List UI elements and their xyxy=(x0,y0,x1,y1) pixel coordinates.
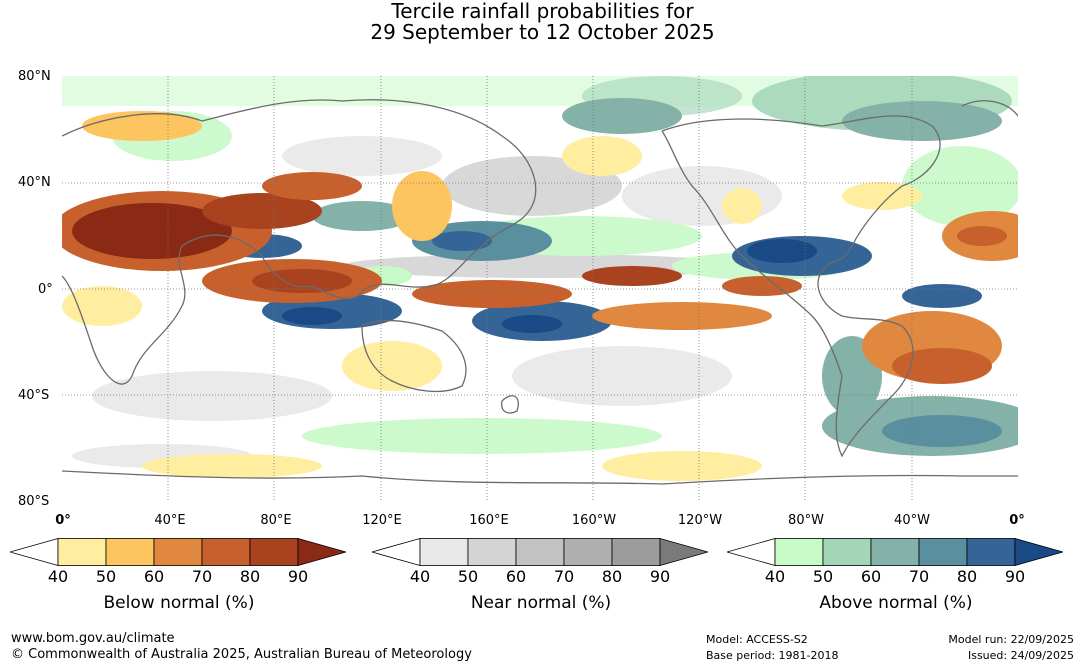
colorbar-tick-label: 40 xyxy=(47,567,69,586)
colorbar-tick-label: 40 xyxy=(764,567,786,586)
footer-website: www.bom.gov.au/climate xyxy=(11,631,175,646)
lon-label-120e: 120°E xyxy=(362,513,402,528)
colorbar-extend-high xyxy=(1014,538,1063,566)
lon-label-40e: 40°E xyxy=(154,513,186,528)
lon-label-120w: 120°W xyxy=(677,513,723,528)
colorbar-svg xyxy=(372,538,708,566)
colorbar-above-normal-title: Above normal (%) xyxy=(819,593,973,613)
lon-label-80e: 80°E xyxy=(260,513,292,528)
colorbar-tick-label: 90 xyxy=(287,567,309,586)
colorbar-segment xyxy=(249,538,299,566)
lat-label-80s: 80°S xyxy=(18,494,50,509)
colorbar-extend-high xyxy=(659,538,708,566)
lon-label-0-left: 0° xyxy=(55,513,71,528)
colorbar-segment xyxy=(201,538,251,566)
colorbar-tick-label: 40 xyxy=(409,567,431,586)
map-title-line2: 29 September to 12 October 2025 xyxy=(370,20,715,44)
colorbar-segment xyxy=(918,538,968,566)
colorbar-extend-low xyxy=(10,538,59,566)
colorbar-tick-label: 50 xyxy=(812,567,834,586)
colorbar-segment xyxy=(822,538,872,566)
colorbar-near-normal-title: Near normal (%) xyxy=(470,593,612,613)
lon-label-80w: 80°W xyxy=(788,513,824,528)
colorbar-segment xyxy=(966,538,1016,566)
lat-label-40n: 40°N xyxy=(18,175,51,190)
footer-model-run: Model run: 22/09/2025 xyxy=(948,633,1074,646)
footer-copyright: © Commonwealth of Australia 2025, Austra… xyxy=(11,647,472,662)
colorbar-segment xyxy=(153,538,203,566)
colorbar-tick-label: 50 xyxy=(95,567,117,586)
lon-label-0-right: 0° xyxy=(1009,513,1025,528)
colorbar-tick-label: 60 xyxy=(860,567,882,586)
lat-label-40s: 40°S xyxy=(18,388,50,403)
colorbar-near-normal xyxy=(372,538,708,566)
footer-model: Model: ACCESS-S2 xyxy=(706,633,808,646)
colorbar-tick-label: 60 xyxy=(143,567,165,586)
colorbar-segment xyxy=(467,538,517,566)
map-title-line1: Tercile rainfall probabilities for xyxy=(391,0,694,23)
colorbar-segment xyxy=(563,538,613,566)
lon-label-40w: 40°W xyxy=(894,513,930,528)
lon-label-160w: 160°W xyxy=(571,513,617,528)
colorbar-below-normal xyxy=(10,538,346,566)
colorbar-tick-label: 60 xyxy=(505,567,527,586)
colorbar-tick-label: 50 xyxy=(457,567,479,586)
colorbar-segment xyxy=(870,538,920,566)
footer-base-period: Base period: 1981-2018 xyxy=(706,649,839,662)
colorbar-segment xyxy=(611,538,661,566)
colorbar-tick-label: 80 xyxy=(239,567,261,586)
lon-label-160e: 160°E xyxy=(469,513,509,528)
colorbar-tick-label: 70 xyxy=(191,567,213,586)
colorbar-above-normal xyxy=(727,538,1063,566)
colorbar-tick-label: 90 xyxy=(1004,567,1026,586)
colorbar-tick-label: 80 xyxy=(601,567,623,586)
rainfall-probability-map xyxy=(62,76,1018,502)
colorbar-segment xyxy=(57,538,107,566)
colorbar-segment xyxy=(774,538,824,566)
colorbar-svg xyxy=(10,538,346,566)
colorbar-tick-label: 80 xyxy=(956,567,978,586)
colorbar-tick-label: 70 xyxy=(908,567,930,586)
colorbar-segment xyxy=(419,538,469,566)
colorbar-extend-low xyxy=(727,538,776,566)
colorbar-tick-label: 70 xyxy=(553,567,575,586)
colorbar-extend-high xyxy=(297,538,346,566)
lat-label-80n: 80°N xyxy=(18,69,51,84)
colorbar-svg xyxy=(727,538,1063,566)
colorbar-extend-low xyxy=(372,538,421,566)
lat-label-0: 0° xyxy=(38,282,53,297)
colorbar-tick-label: 90 xyxy=(649,567,671,586)
colorbar-segment xyxy=(515,538,565,566)
footer-issued: Issued: 24/09/2025 xyxy=(967,649,1074,662)
colorbar-segment xyxy=(105,538,155,566)
colorbar-below-normal-title: Below normal (%) xyxy=(103,593,255,613)
